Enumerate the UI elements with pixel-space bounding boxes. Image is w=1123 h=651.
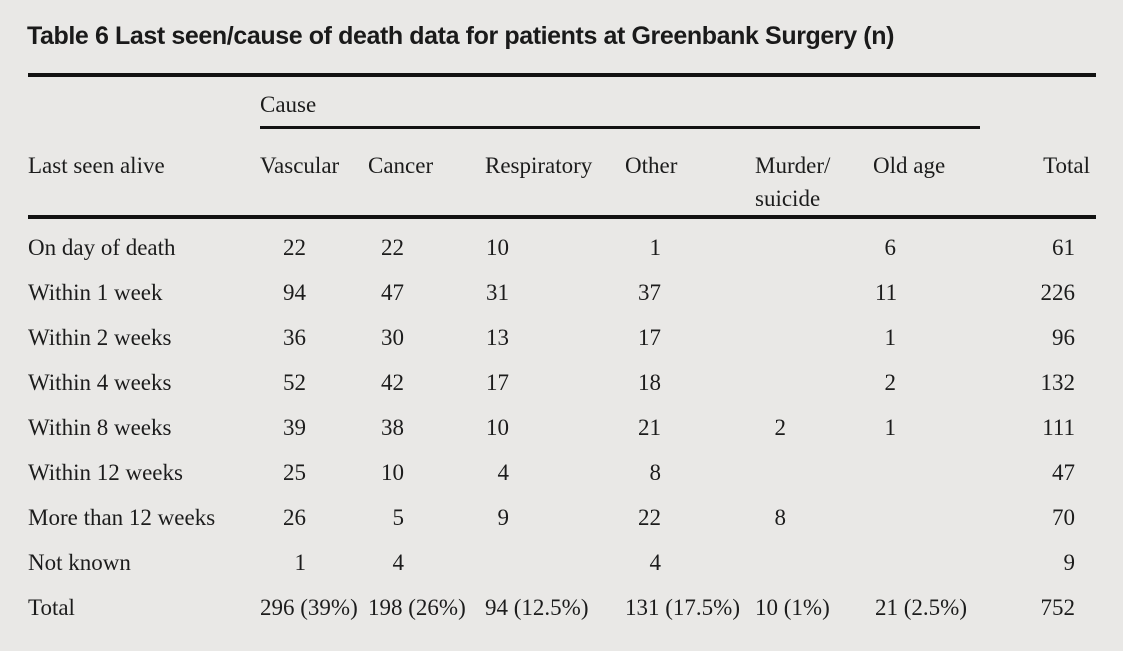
data-cell-cancer: 30	[381, 324, 404, 350]
data-cell-vascular: 22	[283, 234, 306, 260]
row-label-cell: Within 2 weeks	[28, 324, 172, 350]
row-label-cell: Total	[28, 594, 75, 620]
table-body: On day of death 22 22 10 1 6 61 Within 1 week 94…	[0, 225, 1123, 630]
data-cell-total: 70	[1052, 504, 1075, 530]
table-row: Within 1 week 94 47 31 37 11 226	[0, 270, 1123, 315]
row-label-cell: On day of death	[28, 234, 176, 260]
data-cell-respiratory: 13	[486, 324, 509, 350]
data-cell-respiratory: 10	[486, 234, 509, 260]
table-row: Within 12 weeks 25 10 4 8 47	[0, 450, 1123, 495]
data-cell-vascular: 25	[283, 459, 306, 485]
column-header-total: Total	[1043, 153, 1090, 178]
data-cell-total: 96	[1052, 324, 1075, 350]
data-cell-old-age: 2	[884, 369, 897, 395]
data-cell-total: 61	[1052, 234, 1075, 260]
data-cell-old-age: 1	[884, 414, 897, 440]
data-cell-total: 111	[1042, 414, 1075, 440]
table-row: Within 4 weeks 52 42 17 18 2 132	[0, 360, 1123, 405]
data-cell-other: 131 (17.5%)	[625, 594, 740, 620]
data-cell-respiratory: 9	[497, 504, 510, 530]
data-cell-murder-suicide: 8	[774, 504, 787, 530]
data-cell-vascular: 1	[294, 549, 307, 575]
table-row: On day of death 22 22 10 1 6 61	[0, 225, 1123, 270]
data-cell-vascular: 52	[283, 369, 306, 395]
data-cell-cancer: 4	[392, 549, 405, 575]
data-cell-total: 47	[1052, 459, 1075, 485]
data-cell-vascular: 36	[283, 324, 306, 350]
column-header-old-age: Old age	[873, 153, 946, 178]
data-cell-old-age: 1	[884, 324, 897, 350]
data-cell-cancer: 5	[392, 504, 405, 530]
column-header-vascular: Vascular	[260, 153, 340, 178]
header-rule	[28, 215, 1096, 219]
data-cell-vascular: 94	[283, 279, 306, 305]
data-cell-other: 22	[638, 504, 661, 530]
data-cell-cancer: 10	[381, 459, 404, 485]
data-cell-other: 37	[638, 279, 661, 305]
row-label-cell: Within 4 weeks	[28, 369, 172, 395]
data-cell-cancer: 22	[381, 234, 404, 260]
data-cell-cancer: 42	[381, 369, 404, 395]
total-row: Total 296 (39%) 198 (26%) 94 (12.5%) 131 (17…	[0, 585, 1123, 630]
data-cell-respiratory: 31	[486, 279, 509, 305]
data-cell-murder-suicide: 2	[774, 414, 787, 440]
data-cell-total: 752	[1040, 594, 1076, 620]
data-cell-old-age: 6	[884, 234, 897, 260]
column-header-other: Other	[625, 153, 678, 178]
table-row: Not known 1 4 4 9	[0, 540, 1123, 585]
data-cell-murder-suicide: 10 (1%)	[755, 594, 830, 620]
cause-spanner-rule	[260, 126, 980, 129]
column-header-respiratory: Respiratory	[485, 153, 593, 178]
data-cell-old-age: 11	[875, 279, 898, 305]
data-cell-total: 9	[1063, 549, 1076, 575]
data-cell-cancer: 38	[381, 414, 404, 440]
data-cell-other: 8	[649, 459, 662, 485]
row-label-cell: Within 12 weeks	[28, 459, 183, 485]
table-caption: Table 6 Last seen/cause of death data fo…	[27, 22, 894, 50]
data-cell-vascular: 39	[283, 414, 306, 440]
column-header-last-seen-alive: Last seen alive	[28, 153, 165, 178]
row-label-cell: Not known	[28, 549, 131, 575]
data-cell-respiratory: 10	[486, 414, 509, 440]
cause-spanner-label: Cause	[260, 92, 317, 117]
data-cell-other: 18	[638, 369, 661, 395]
data-cell-other: 17	[638, 324, 661, 350]
data-cell-vascular: 26	[283, 504, 306, 530]
data-cell-other: 4	[649, 549, 662, 575]
row-label-cell: Within 8 weeks	[28, 414, 172, 440]
data-cell-total: 132	[1040, 369, 1076, 395]
row-label-cell: Within 1 week	[28, 279, 163, 305]
table-row: Within 8 weeks 39 38 10 21 2 1 111	[0, 405, 1123, 450]
data-cell-old-age: 21 (2.5%)	[875, 594, 967, 620]
column-header-cancer: Cancer	[368, 153, 434, 178]
data-cell-respiratory: 17	[486, 369, 509, 395]
data-cell-cancer: 47	[381, 279, 404, 305]
data-cell-vascular: 296 (39%)	[260, 594, 358, 620]
header-row: Last seen alive Vascular Cancer Respirat…	[0, 149, 1123, 215]
data-cell-total: 226	[1040, 279, 1076, 305]
table-row: More than 12 weeks 26 5 9 22 8 70	[0, 495, 1123, 540]
top-rule	[28, 73, 1096, 77]
data-cell-other: 21	[638, 414, 661, 440]
data-cell-respiratory: 94 (12.5%)	[485, 594, 589, 620]
row-label-cell: More than 12 weeks	[28, 504, 216, 530]
data-cell-other: 1	[649, 234, 662, 260]
data-cell-cancer: 198 (26%)	[368, 594, 466, 620]
data-cell-respiratory: 4	[497, 459, 510, 485]
table-row: Within 2 weeks 36 30 13 17 1 96	[0, 315, 1123, 360]
column-header-murder-suicide: Murder/ suicide	[755, 153, 831, 211]
